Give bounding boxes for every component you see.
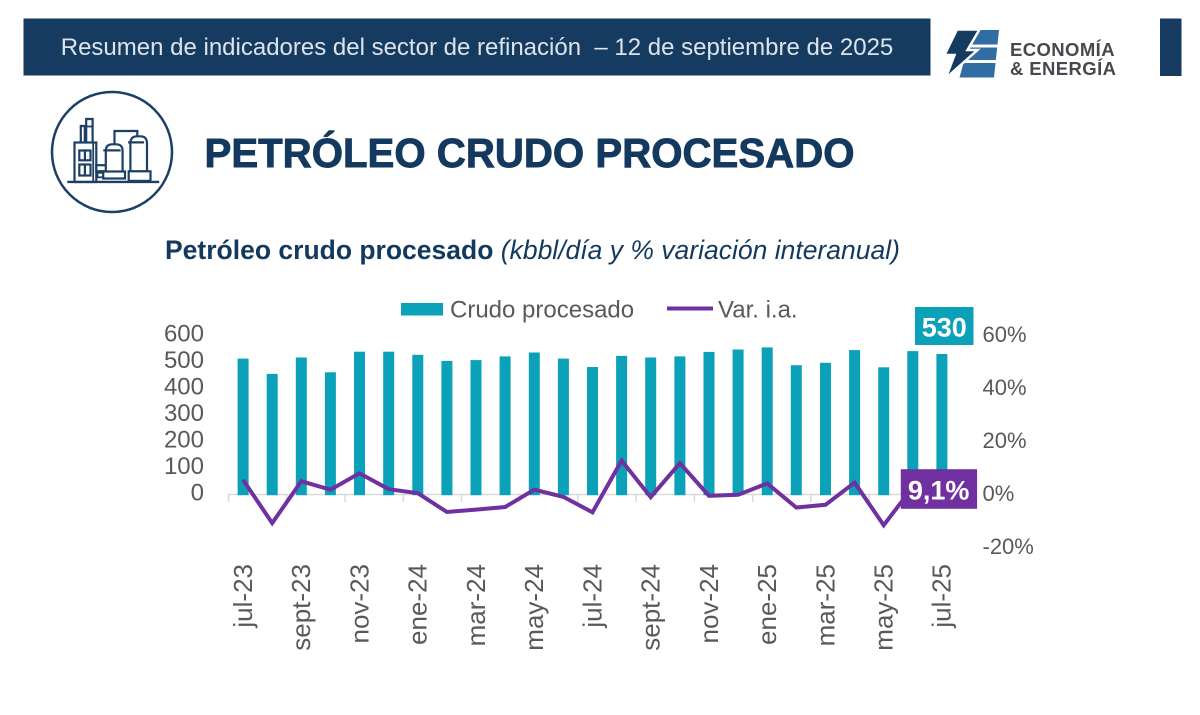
svg-text:60%: 60% [983,322,1027,347]
svg-text:ene-24: ene-24 [403,564,433,645]
svg-text:200: 200 [164,427,204,454]
svg-text:ene-25: ene-25 [752,564,782,645]
svg-text:jul-24: jul-24 [577,564,607,629]
svg-text:500: 500 [164,347,204,374]
svg-text:nov-23: nov-23 [344,564,374,644]
svg-text:may-25: may-25 [869,564,899,651]
svg-text:mar-24: mar-24 [461,564,491,646]
svg-text:Var. i.a.: Var. i.a. [718,297,798,324]
svg-text:9,1%: 9,1% [908,476,970,506]
svg-text:40%: 40% [983,375,1027,400]
svg-text:jul-25: jul-25 [927,564,957,629]
svg-text:-20%: -20% [983,534,1034,559]
svg-text:Petróleo crudo procesado (kbbl: Petróleo crudo procesado (kbbl/día y % v… [165,235,900,265]
svg-text:Resumen de indicadores del sec: Resumen de indicadores del sector de ref… [61,34,894,61]
svg-text:530: 530 [922,313,967,343]
svg-text:ECONOMÍA: ECONOMÍA [1010,39,1115,60]
svg-text:mar-25: mar-25 [810,564,840,646]
svg-text:300: 300 [164,400,204,427]
svg-text:nov-24: nov-24 [694,564,724,644]
svg-text:PETRÓLEO CRUDO PROCESADO: PETRÓLEO CRUDO PROCESADO [205,130,855,176]
svg-text:Crudo procesado: Crudo procesado [450,297,634,324]
svg-text:0%: 0% [983,481,1015,506]
svg-text:sept-24: sept-24 [636,564,666,651]
svg-text:400: 400 [164,374,204,401]
svg-text:600: 600 [164,321,204,348]
svg-text:100: 100 [164,453,204,480]
svg-text:& ENERGÍA: & ENERGÍA [1010,58,1116,79]
svg-text:0: 0 [191,480,204,507]
svg-text:20%: 20% [983,428,1027,453]
svg-text:jul-23: jul-23 [228,564,258,629]
svg-text:may-24: may-24 [519,564,549,651]
svg-text:sept-23: sept-23 [286,564,316,651]
